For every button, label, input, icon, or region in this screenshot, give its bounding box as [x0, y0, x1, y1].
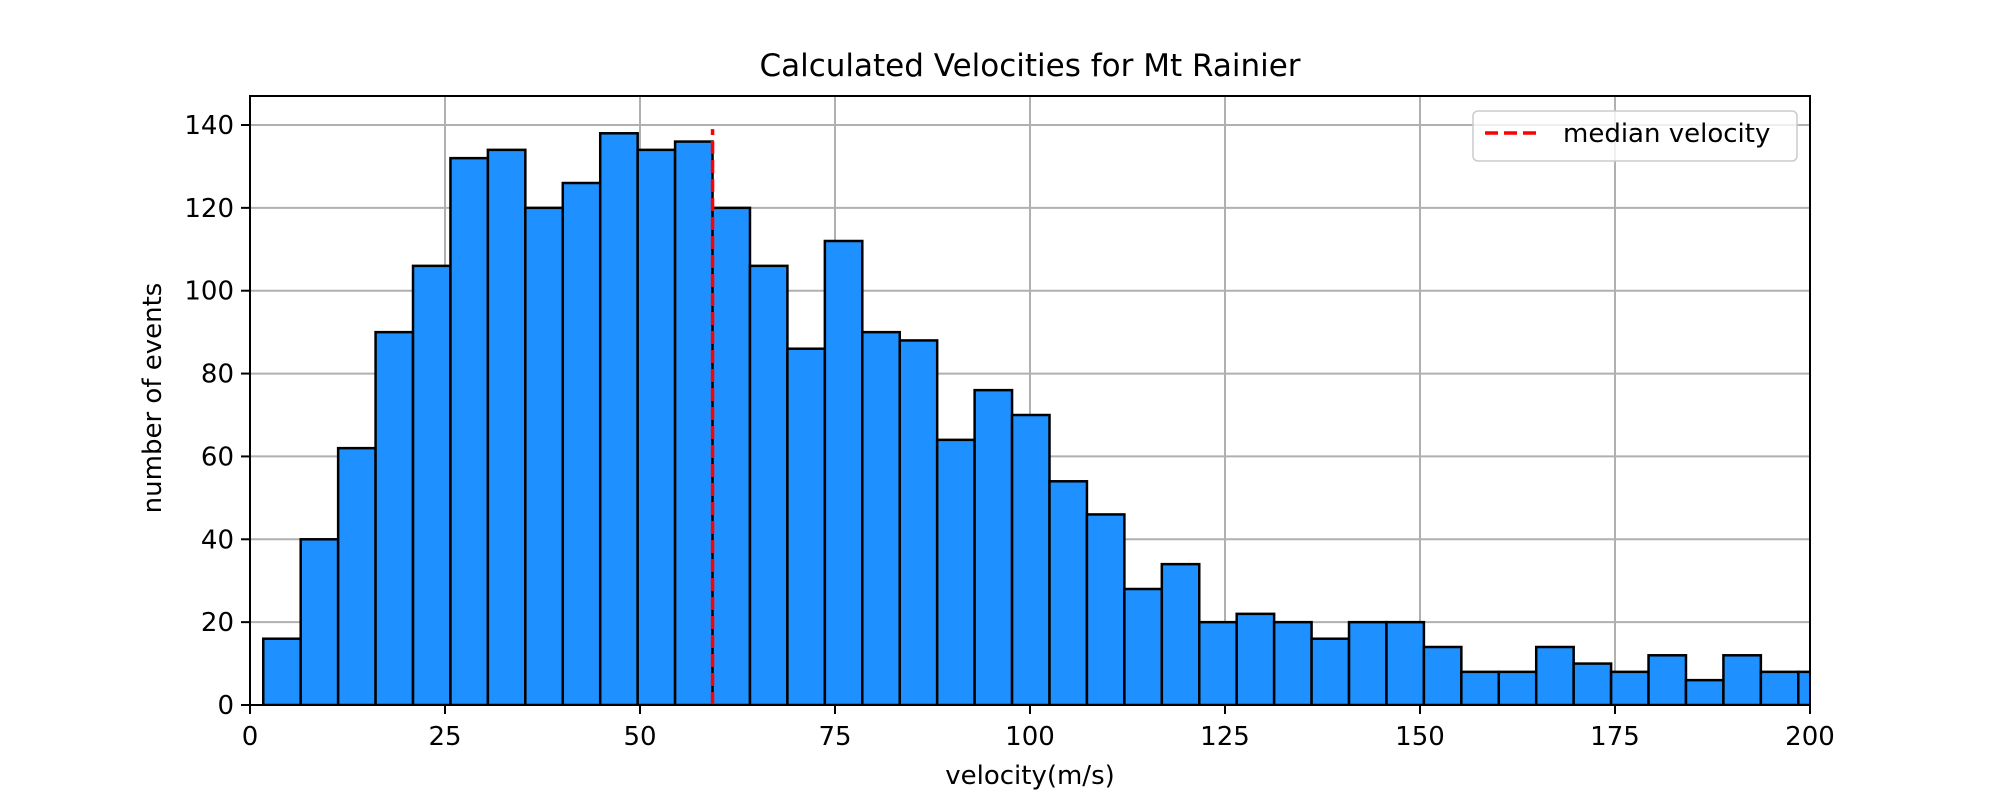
histogram-bar [598, 132, 639, 705]
histogram-bar [1385, 620, 1426, 705]
legend-box [1472, 110, 1798, 162]
x-tick-label: 200 [1785, 722, 1835, 752]
y-tick-label: 120 [184, 194, 234, 224]
histogram-bar [411, 264, 452, 705]
chart-title: Calculated Velocities for Mt Rainier [759, 48, 1300, 84]
histogram-bar [561, 181, 602, 705]
histogram-bar [673, 140, 714, 705]
histogram-bar [898, 339, 939, 705]
histogram-bar [748, 264, 789, 705]
histogram-bar [449, 156, 490, 705]
x-tick-label: 50 [623, 722, 656, 752]
x-axis-label: velocity(m/s) [945, 761, 1115, 791]
histogram-bar [636, 148, 677, 705]
histogram-bar [1010, 413, 1051, 705]
histogram-bar [1272, 620, 1313, 705]
x-tick-label: 125 [1200, 722, 1250, 752]
y-tick-label: 80 [201, 360, 234, 390]
histogram-bar [336, 446, 377, 705]
x-tick-label: 75 [818, 722, 851, 752]
histogram-bar [1123, 587, 1164, 705]
histogram-bar [1609, 670, 1650, 705]
histogram-bar [1310, 637, 1351, 705]
histogram-bar [1048, 480, 1089, 705]
x-tick-label: 150 [1395, 722, 1445, 752]
histogram-bar [1085, 513, 1126, 705]
histogram-bar [299, 538, 340, 705]
histogram-bar [1198, 620, 1238, 705]
y-tick-label: 0 [217, 691, 234, 721]
histogram-bar [1460, 670, 1501, 705]
y-tick-label: 40 [201, 525, 234, 555]
histogram-bar [823, 239, 864, 705]
histogram-bar [1422, 645, 1463, 705]
histogram-bar [1797, 670, 1810, 705]
y-axis-ticks: 0 20 40 60 80 100 120 140 [184, 111, 250, 721]
histogram-bar [524, 206, 565, 705]
histogram-bar [262, 637, 302, 705]
bars [262, 132, 1810, 705]
x-tick-label: 0 [242, 722, 259, 752]
histogram-bar [486, 148, 527, 705]
histogram-bar [1534, 645, 1575, 705]
histogram-bar [374, 330, 415, 705]
y-tick-label: 100 [184, 277, 234, 307]
histogram-bar [1647, 654, 1688, 705]
y-tick-label: 140 [184, 111, 234, 141]
histogram-bar [1759, 670, 1800, 705]
y-tick-label: 60 [201, 442, 234, 472]
x-tick-label: 175 [1590, 722, 1640, 752]
y-axis-label: number of events [138, 283, 168, 514]
histogram-bar [711, 206, 752, 705]
histogram-bar [1572, 662, 1613, 705]
histogram-bar [1497, 670, 1538, 705]
histogram-bar [1347, 620, 1388, 705]
histogram-bar [1684, 678, 1725, 705]
histogram-bar [786, 347, 827, 705]
x-axis-ticks: 0 25 50 75 100 125 150 175 200 [242, 705, 1835, 752]
x-tick-label: 100 [1005, 722, 1055, 752]
histogram-bar [861, 330, 901, 705]
legend: median velocity [1472, 110, 1798, 162]
histogram-bar [1722, 654, 1763, 705]
histogram-bar [1235, 612, 1276, 705]
legend-median-label: median velocity [1563, 119, 1770, 149]
histogram-bar [935, 438, 976, 705]
y-tick-label: 20 [201, 608, 234, 638]
histogram-bar [1160, 562, 1201, 705]
x-tick-label: 25 [428, 722, 461, 752]
histogram-bar [973, 388, 1014, 705]
